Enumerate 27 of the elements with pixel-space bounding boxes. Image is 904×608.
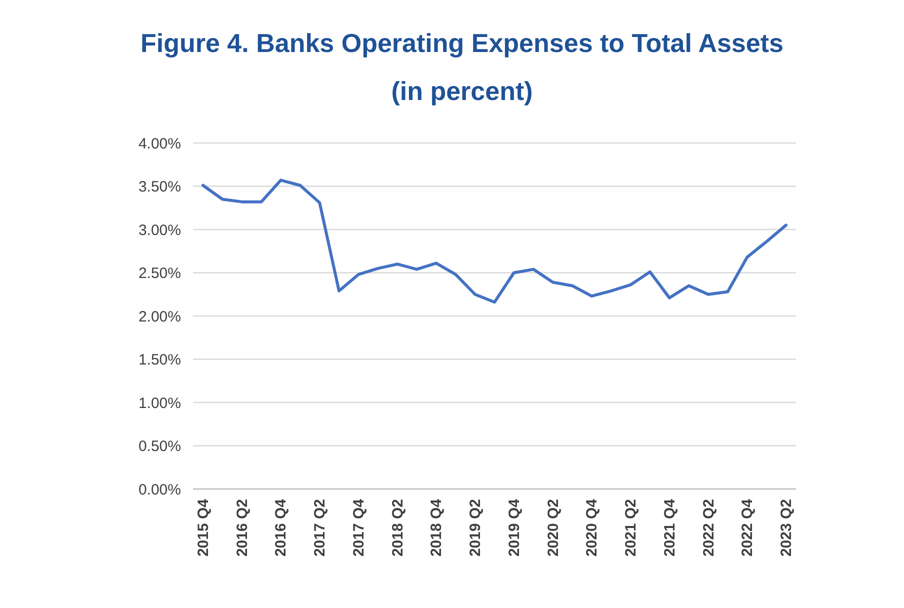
x-tick-label: 2022 Q4 (739, 498, 756, 557)
y-tick-label: 2.00% (138, 308, 181, 326)
x-tick-label: 2020 Q4 (584, 498, 601, 557)
y-tick-label: 3.00% (138, 222, 181, 239)
x-tick-label: 2016 Q4 (272, 498, 290, 557)
x-tick-label: 2017 Q2 (312, 499, 329, 557)
y-tick-label: 1.50% (138, 352, 181, 368)
y-tick-label: 1.00% (138, 394, 181, 412)
line-series (202, 178, 788, 304)
x-tick-label: 2020 Q2 (544, 499, 562, 557)
x-tick-label: 2016 Q2 (234, 499, 251, 557)
x-tick-label: 2021 Q4 (661, 498, 678, 557)
y-tick-label: 0.00% (138, 481, 181, 498)
y-tick-label: 2.50% (138, 265, 181, 282)
x-tick-label: 2021 Q2 (622, 499, 640, 557)
x-tick-label: 2018 Q4 (428, 498, 446, 557)
x-tick-label: 2015 Q4 (195, 498, 212, 557)
y-tick-label: 3.50% (138, 178, 181, 196)
y-tick-label: 0.50% (138, 438, 181, 455)
x-tick-label: 2023 Q2 (778, 499, 795, 557)
x-tick-label: 2018 Q2 (389, 499, 406, 557)
x-tick-label: 2019 Q4 (506, 498, 523, 557)
x-tick-label: 2019 Q2 (467, 499, 484, 557)
x-tick-label: 2022 Q2 (700, 499, 718, 557)
chart-title: Figure 4. Banks Operating Expenses to Total Assets (in percent) (140, 28, 784, 106)
x-tick-label: 2017 Q4 (350, 498, 368, 557)
y-tick-label: 4.00% (138, 135, 181, 152)
